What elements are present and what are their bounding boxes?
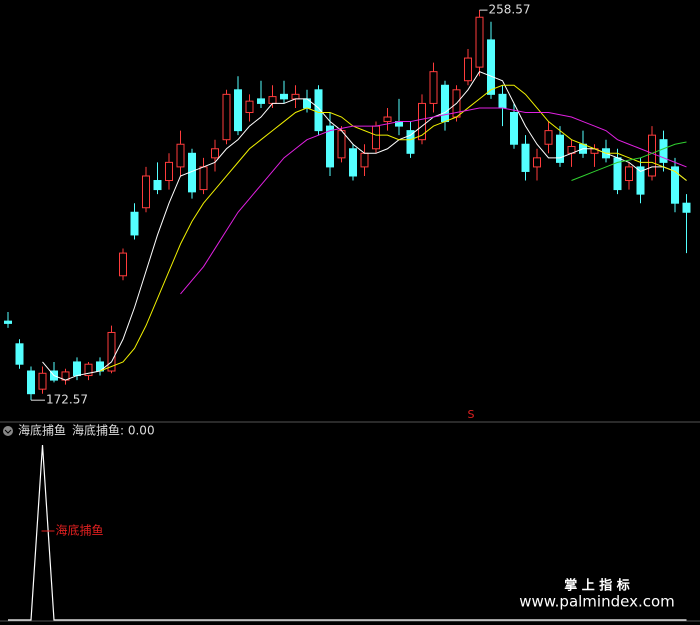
watermark-url: www.palmindex.com: [519, 593, 675, 611]
candle-body: [280, 93, 288, 100]
candle-body: [429, 71, 438, 104]
collapse-icon[interactable]: [3, 426, 13, 436]
candle-body: [337, 130, 346, 159]
candle-body: [326, 125, 334, 168]
candle-body: [314, 89, 323, 132]
candle-body: [406, 130, 415, 154]
candle-body: [38, 372, 47, 390]
candle-body: [165, 161, 173, 182]
indicator-title: 海底捕鱼: [18, 423, 66, 438]
moving-average: [99, 84, 687, 372]
candle-body: [4, 320, 12, 324]
candle-body: [682, 202, 691, 213]
candle-body: [234, 89, 242, 132]
candle-body: [648, 134, 656, 177]
candle-body: [533, 157, 541, 168]
indicator-legend: 海底捕鱼: 0.00: [72, 423, 155, 438]
candle-body: [372, 125, 380, 150]
candle-body: [27, 370, 35, 395]
candle-body: [671, 166, 679, 204]
candle-body: [521, 143, 530, 172]
candle-body: [245, 100, 254, 113]
candle-body: [487, 39, 495, 95]
watermark-title: 掌 上 指 标: [564, 578, 630, 594]
candle-body: [625, 166, 633, 182]
candle-body: [222, 93, 231, 141]
candle-body: [418, 102, 426, 141]
min-label: 172.57: [46, 393, 88, 407]
candle-body: [556, 134, 564, 163]
candle-body: [199, 166, 208, 191]
candle-body: [15, 343, 24, 365]
series-label: 海底捕鱼: [56, 523, 104, 538]
candle-body: [107, 331, 116, 372]
max-label: 258.57: [489, 3, 531, 17]
candle-body: [73, 361, 81, 377]
candle-body: [349, 148, 357, 177]
moving-average: [42, 71, 687, 381]
candle-body: [510, 111, 518, 145]
candle-body: [464, 57, 472, 82]
moving-average: [180, 107, 687, 295]
candle-body: [130, 211, 139, 236]
candle-body: [84, 363, 93, 377]
candle-body: [153, 180, 162, 191]
candle-body: [176, 143, 185, 168]
collapse-arrow: [4, 429, 12, 434]
moving-average: [571, 141, 687, 181]
candle-body: [211, 148, 219, 159]
signal-label: S: [468, 408, 475, 421]
candle-body: [544, 130, 553, 145]
candle-body: [636, 166, 645, 195]
indicator-line: [8, 444, 687, 621]
candle-body: [119, 252, 127, 277]
candle-body: [441, 84, 449, 123]
candle-body: [659, 139, 668, 163]
candle-body: [475, 16, 484, 68]
candle-body: [498, 93, 507, 109]
candle-body: [142, 175, 150, 209]
candle-body: [383, 116, 392, 123]
candle-body: [291, 93, 300, 100]
candle-body: [257, 98, 265, 104]
candle-body: [268, 96, 277, 104]
candle-body: [360, 152, 369, 168]
